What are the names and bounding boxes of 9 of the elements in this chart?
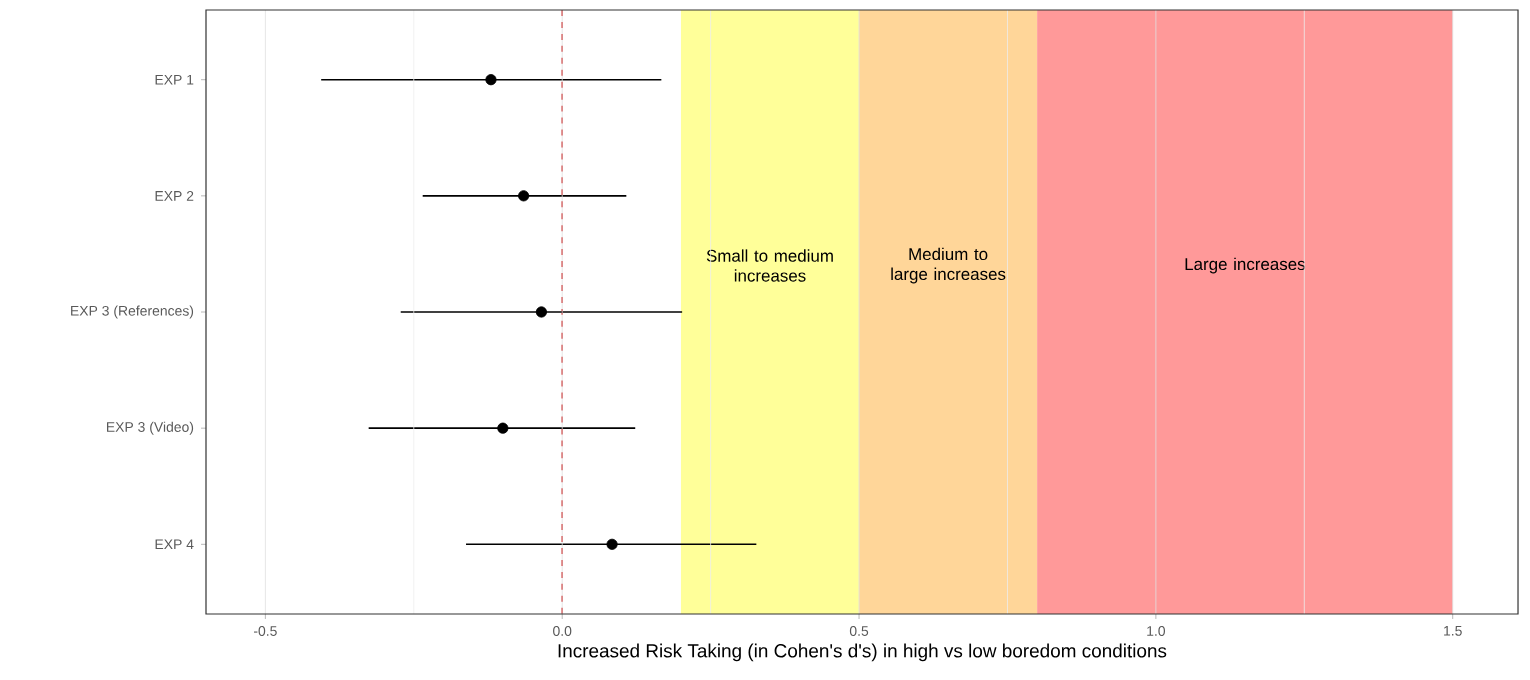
band-label: Small to medium increases [706,249,833,282]
point [535,306,548,318]
point [485,74,497,86]
point [497,422,509,434]
x-axis-title: Increased Risk Taking (in Cohen's d's) in high vs low boredom conditions [558,643,1167,662]
band-label: Large increases [1185,257,1305,274]
point [606,538,618,550]
band-label: Medium to large increases [891,247,1006,284]
point [518,190,530,202]
